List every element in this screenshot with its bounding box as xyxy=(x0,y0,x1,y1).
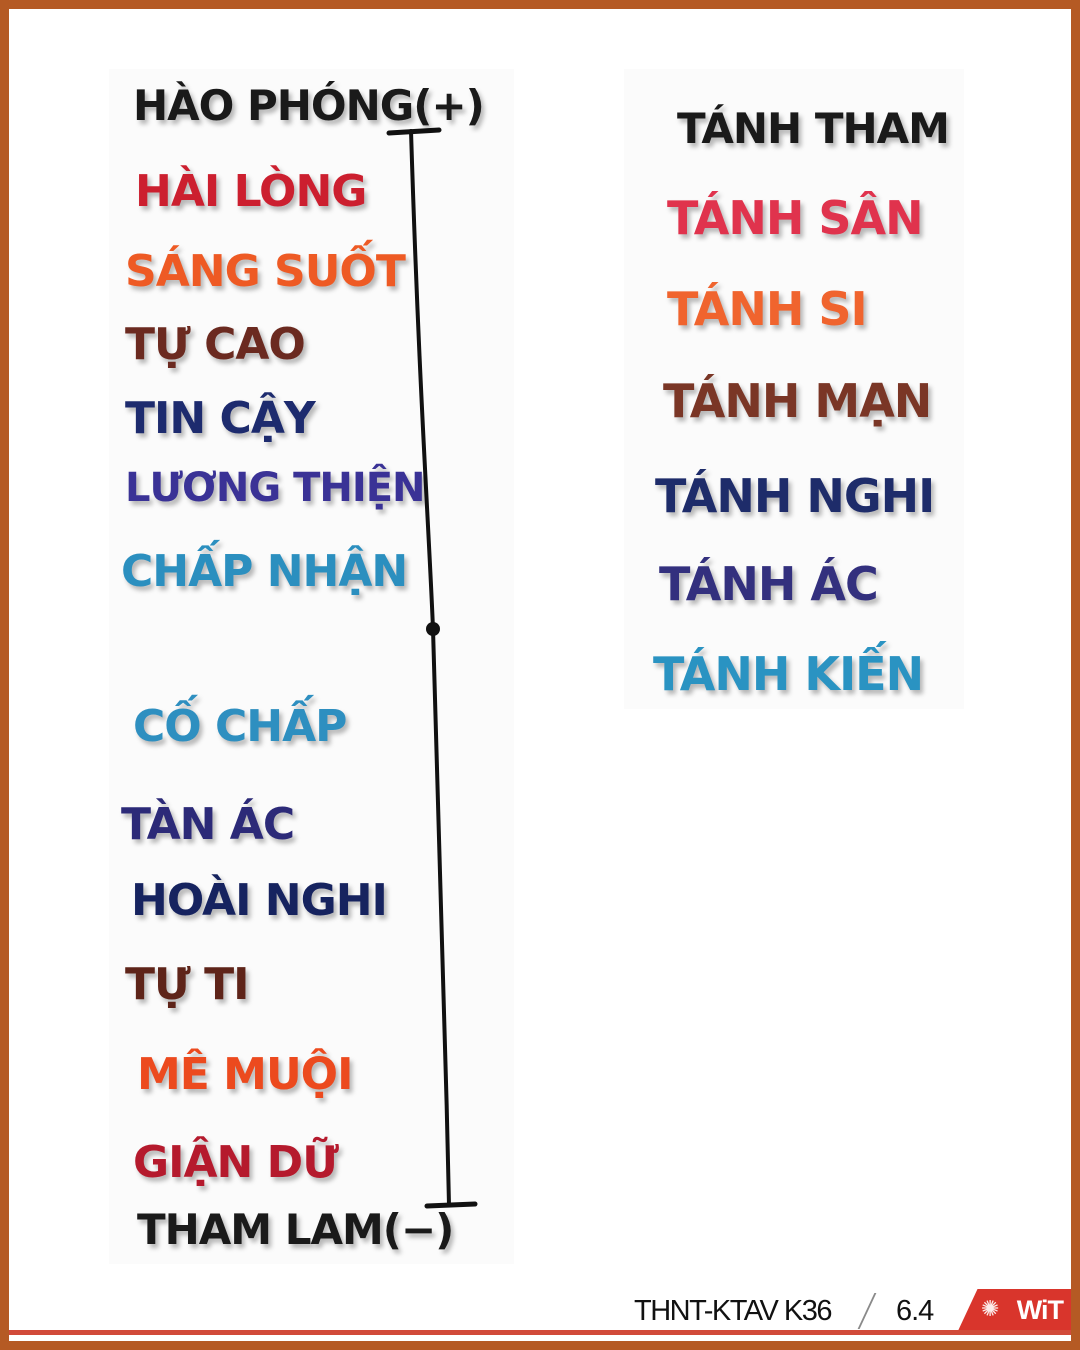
scale-line xyxy=(409,129,451,1207)
scale-top-cap xyxy=(386,127,442,136)
scale-word: MÊ MUỘI xyxy=(137,1049,353,1100)
scale-word: TÀN ÁC xyxy=(121,799,295,850)
sun-icon: ✺ xyxy=(981,1297,1000,1322)
wit-logo: ✺ WiT xyxy=(957,1289,1071,1333)
scale-word: CHẤP NHẬN xyxy=(121,546,408,597)
course-label: THNT-KTAV K36 xyxy=(634,1295,832,1327)
scale-word: TỰ TI xyxy=(125,959,249,1010)
scale-word: TỰ CAO xyxy=(125,319,306,370)
bottom-label-greed: THAM LAM(−) xyxy=(137,1205,454,1254)
scale-word: CỐ CHẤP xyxy=(133,701,347,752)
top-label-generosity: HÀO PHÓNG(+) xyxy=(133,81,485,130)
nature-word: TÁNH KIẾN xyxy=(653,647,924,701)
scale-word: HOÀI NGHI xyxy=(131,875,388,926)
logo-text: WiT xyxy=(1016,1295,1064,1325)
scale-axis xyxy=(386,127,478,1209)
scale-word: HÀI LÒNG xyxy=(135,166,367,217)
scale-word: SÁNG SUỐT xyxy=(125,246,406,297)
page-number: 6.4 xyxy=(896,1295,934,1327)
slide-frame: HÀO PHÓNG(+) HÀI LÒNG SÁNG SUỐT TỰ CAO T… xyxy=(9,9,1071,1341)
right-panel xyxy=(624,69,964,709)
nature-word: TÁNH MẠN xyxy=(663,374,932,428)
nature-word: TÁNH SI xyxy=(667,282,868,336)
nature-word: TÁNH NGHI xyxy=(655,469,935,523)
slide-footer: THNT-KTAV K36 6.4 ✺ WiT xyxy=(9,1289,1071,1341)
nature-word: TÁNH ÁC xyxy=(659,557,879,611)
scale-word: LƯƠNG THIỆN xyxy=(125,465,426,511)
nature-word: TÁNH SÂN xyxy=(667,191,924,245)
footer-divider xyxy=(857,1293,877,1329)
scale-midpoint xyxy=(426,622,440,636)
scale-bottom-cap xyxy=(424,1201,478,1209)
scale-word: TIN CẬY xyxy=(125,393,316,444)
footer-rule xyxy=(9,1330,1071,1335)
nature-word: TÁNH THAM xyxy=(677,104,950,153)
scale-word: GIẬN DỮ xyxy=(133,1137,339,1188)
